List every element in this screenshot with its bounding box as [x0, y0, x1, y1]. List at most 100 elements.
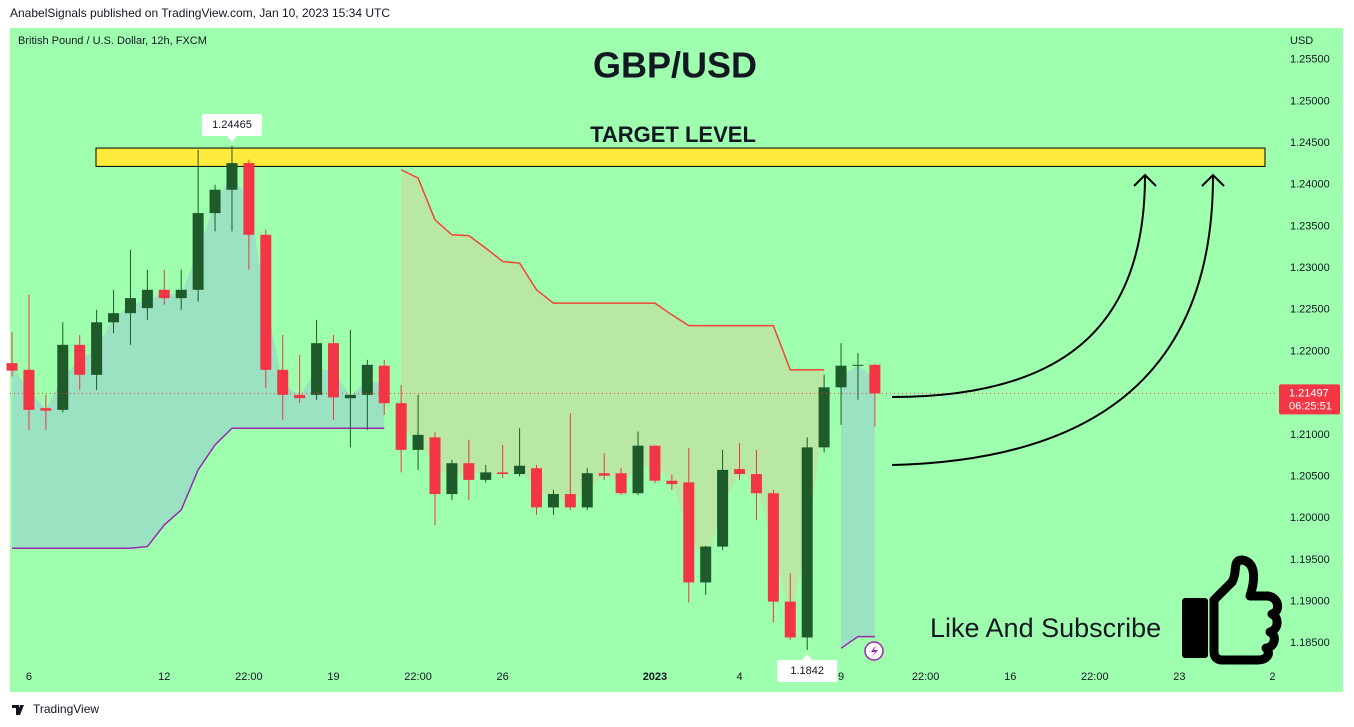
candle-body [395, 403, 407, 450]
arrow [891, 175, 1146, 398]
candle-body [260, 234, 272, 370]
thumb-cuff [1182, 598, 1208, 658]
x-tick-label: 4 [736, 671, 742, 683]
candle-body [514, 465, 526, 475]
candle-body [209, 189, 221, 214]
y-tick-label: 1.22500 [1290, 304, 1330, 316]
y-tick-label: 1.20500 [1290, 470, 1330, 482]
candle-body [649, 445, 661, 481]
candle-body [158, 289, 170, 299]
x-tick-label: 19 [327, 671, 339, 683]
candle-body [429, 437, 441, 495]
candle-body [767, 493, 779, 602]
candle-body [412, 434, 424, 450]
currency-label: USD [1290, 35, 1313, 47]
candle-body [547, 494, 559, 508]
symbol-label: British Pound / U.S. Dollar, 12h, FXCM [18, 35, 207, 47]
candle-body [615, 473, 627, 494]
candle-body [852, 364, 864, 366]
candle-body [192, 213, 204, 290]
y-tick-label: 1.23500 [1290, 220, 1330, 232]
candle-body [344, 394, 356, 399]
x-tick-label: 6 [26, 671, 32, 683]
x-tick-label: 9 [838, 671, 844, 683]
x-tick-label: 2 [1269, 671, 1275, 683]
x-tick-label: 12 [158, 671, 170, 683]
y-tick-label: 1.18500 [1290, 637, 1330, 649]
candle-body [40, 408, 52, 411]
x-tick-label: 2023 [643, 671, 667, 683]
candle-body [717, 469, 729, 547]
y-tick-label: 1.20000 [1290, 512, 1330, 524]
target-label: TARGET LEVEL [590, 122, 756, 147]
candle-body [632, 445, 644, 494]
high-label-box [201, 113, 262, 136]
candle-body [277, 369, 289, 395]
candle-body [361, 364, 373, 395]
candle-body [683, 482, 695, 583]
x-tick-label: 26 [497, 671, 509, 683]
x-tick-label: 22:00 [404, 671, 432, 683]
candle-body [784, 601, 796, 638]
candle-body [175, 289, 187, 299]
alert-bolt [871, 645, 878, 657]
countdown-label: 06:25:51 [1289, 400, 1332, 412]
candle-body [311, 343, 323, 395]
alert-icon [864, 641, 884, 661]
footer-logo: TradingView [12, 702, 99, 716]
low-label: 1.1842 [790, 665, 824, 677]
x-tick-label: 22:00 [912, 671, 940, 683]
candle-body [124, 298, 136, 314]
y-tick-label: 1.25500 [1290, 54, 1330, 66]
candle-body [57, 344, 69, 410]
arrows [891, 173, 1225, 466]
candle-body [564, 494, 576, 508]
arrow-head [1201, 173, 1225, 187]
indicator-line [12, 427, 385, 550]
cta-text: Like And Subscribe [930, 613, 1161, 643]
candle-body [141, 289, 153, 309]
candle-body [835, 365, 847, 388]
candle-body [818, 387, 830, 448]
candle-body [598, 473, 610, 476]
target-band [95, 147, 1266, 167]
y-tick-label: 1.22000 [1290, 345, 1330, 357]
candle-body [446, 463, 458, 495]
y-tick-label: 1.24500 [1290, 137, 1330, 149]
candle-body [378, 365, 390, 404]
candle-body [91, 322, 103, 375]
low-label-pointer [802, 653, 813, 660]
arrow-head [1133, 173, 1157, 187]
y-tick-label: 1.21000 [1290, 429, 1330, 441]
candle-body [750, 474, 762, 494]
x-tick-label: 16 [1004, 671, 1016, 683]
candle-body [74, 344, 86, 375]
candle-body [480, 472, 492, 480]
x-tick-label: 22:00 [235, 671, 263, 683]
thumb-hand [1209, 555, 1282, 665]
x-tick-label: 23 [1173, 671, 1185, 683]
candle-body [734, 469, 746, 475]
candle-body [497, 472, 509, 475]
indicator-line [840, 635, 875, 649]
candle-body [463, 463, 475, 480]
indicator-line [400, 169, 825, 371]
candle-body [226, 163, 238, 190]
candle-body [801, 447, 813, 638]
chart-title: GBP/USD [593, 45, 757, 86]
footer-text: TradingView [33, 702, 99, 716]
y-tick-label: 1.19500 [1290, 554, 1330, 566]
logo-mark [12, 705, 24, 715]
candle-body [666, 480, 678, 485]
candle-body [327, 343, 339, 398]
candle-body [6, 363, 18, 371]
candle-body [869, 364, 881, 394]
high-label: 1.24465 [212, 119, 252, 131]
indicator-fill [841, 365, 875, 649]
y-tick-label: 1.23000 [1290, 262, 1330, 274]
last-price-box [1279, 384, 1340, 415]
candle-body [294, 394, 306, 399]
low-label-box [777, 659, 838, 682]
y-tick-label: 1.25000 [1290, 95, 1330, 107]
